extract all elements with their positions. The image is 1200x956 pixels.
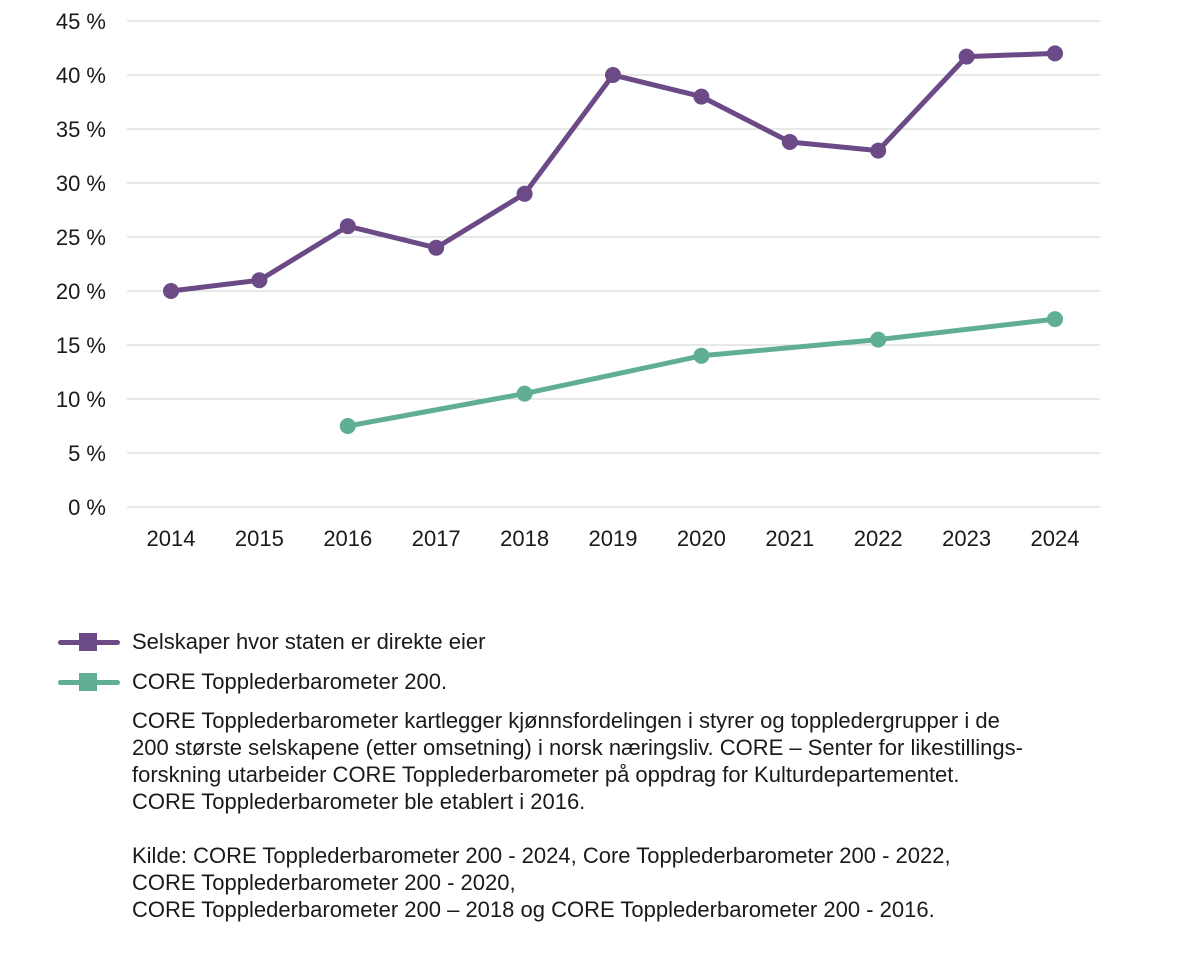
legend-swatch-green: [58, 672, 120, 692]
data-point-0: [781, 133, 798, 150]
y-tick-label: 40 %: [56, 63, 106, 88]
series-line-1: [345, 316, 1058, 429]
y-tick-label: 30 %: [56, 171, 106, 196]
note-line: 200 største selskapene (etter omsetning)…: [132, 735, 1023, 760]
legend-label: Selskaper hvor staten er direkte eier: [132, 629, 486, 654]
series-line-0: [168, 50, 1058, 294]
x-tick-label: 2022: [854, 526, 903, 551]
y-tick-label: 5 %: [68, 441, 106, 466]
gridlines: [127, 20, 1100, 508]
x-tick-label: 2016: [323, 526, 372, 551]
source-line: CORE Topplederbarometer 200 – 2018 og CO…: [132, 897, 935, 922]
legend-item-state-owned: Selskaper hvor staten er direkte eier: [58, 622, 485, 662]
x-tick-label: 2024: [1031, 526, 1080, 551]
data-point-0: [428, 239, 445, 256]
y-tick-label: 35 %: [56, 117, 106, 142]
note-line: CORE Topplederbarometer kartlegger kjønn…: [132, 708, 1000, 733]
data-point-1: [870, 331, 887, 348]
data-point-1: [693, 347, 710, 364]
data-point-1: [516, 385, 533, 402]
x-tick-label: 2015: [235, 526, 284, 551]
y-tick-label: 45 %: [56, 9, 106, 34]
line-chart: 0 % 5 % 10 % 15 % 20 % 25 % 30 % 35 % 40 % 45 % 2…: [56, 9, 1100, 551]
x-tick-label: 2019: [589, 526, 638, 551]
y-tick-label: 10 %: [56, 387, 106, 412]
x-tick-label: 2021: [765, 526, 814, 551]
data-point-0: [1047, 45, 1063, 62]
y-tick-label: 0 %: [68, 495, 106, 520]
legend-label: CORE Topplederbarometer 200.: [132, 669, 448, 694]
y-tick-label: 20 %: [56, 279, 106, 304]
series-group: [163, 45, 1063, 434]
data-point-0: [958, 48, 975, 65]
x-tick-label: 2017: [412, 526, 461, 551]
data-point-0: [251, 272, 268, 289]
y-tick-label: 15 %: [56, 333, 106, 358]
data-point-0: [516, 185, 533, 202]
x-tick-label: 2020: [677, 526, 726, 551]
y-tick-label: 25 %: [56, 225, 106, 250]
data-point-0: [605, 67, 621, 83]
source-line: Kilde: CORE Topplederbarometer 200 - 202…: [132, 843, 951, 868]
legend-swatch-purple: [58, 632, 120, 652]
x-tick-label: 2023: [942, 526, 991, 551]
data-point-1: [1047, 311, 1063, 328]
data-point-0: [693, 88, 710, 105]
chart-notes: CORE Topplederbarometer kartlegger kjønn…: [132, 707, 1132, 923]
data-point-0: [163, 283, 179, 299]
source-line: CORE Topplederbarometer 200 - 2020,: [132, 870, 516, 895]
y-axis-tick-labels: 0 % 5 % 10 % 15 % 20 % 25 % 30 % 35 % 40 % 45 %: [56, 9, 106, 520]
data-point-0: [870, 142, 887, 159]
x-tick-label: 2014: [147, 526, 196, 551]
data-point-1: [339, 418, 356, 434]
legend: Selskaper hvor staten er direkte eier CO…: [58, 622, 485, 702]
x-axis-tick-labels: 2014 2015 2016 2017 2018 2019 2020 2021 2022 2023…: [147, 526, 1080, 551]
note-line: CORE Topplederbarometer ble etablert i 2…: [132, 789, 586, 814]
legend-item-core-barometer: CORE Topplederbarometer 200.: [58, 662, 485, 702]
x-tick-label: 2018: [500, 526, 549, 551]
data-point-0: [339, 218, 356, 235]
note-line: forskning utarbeider CORE Topplederbarom…: [132, 762, 960, 787]
